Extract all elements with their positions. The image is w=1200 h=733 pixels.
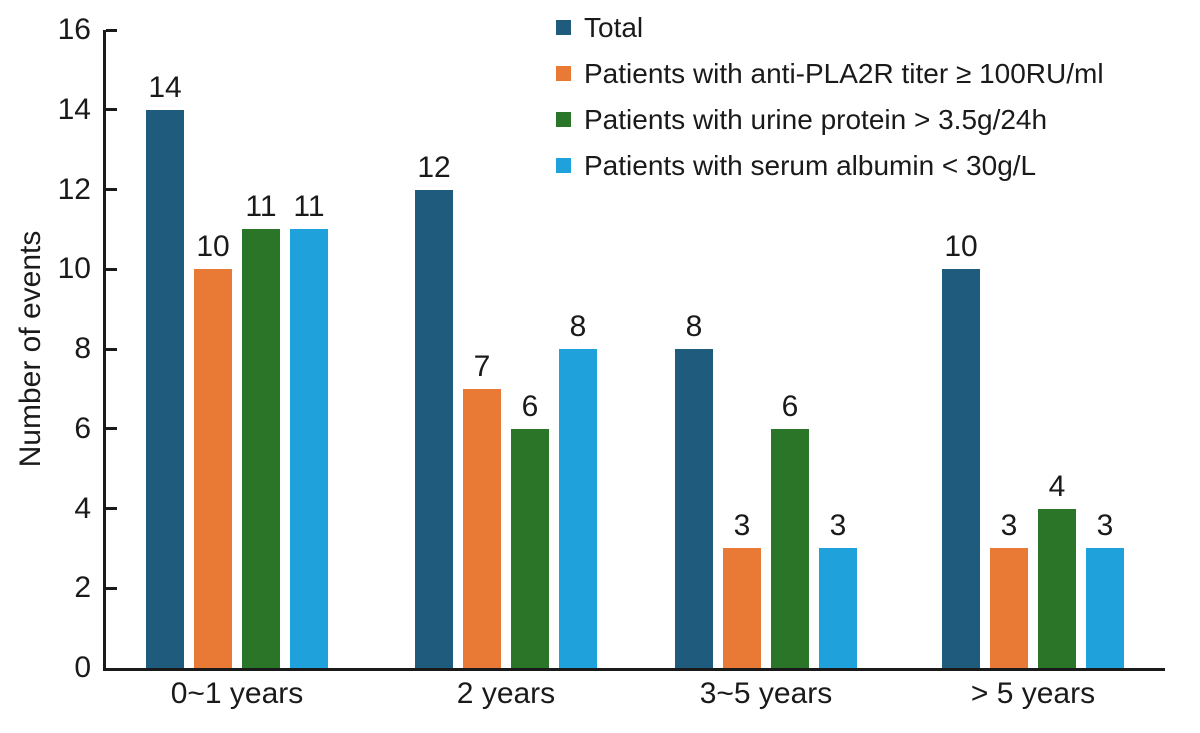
legend-item-anti-pla2r: Patients with anti-PLA2R titer ≥ 100RU/m… — [556, 58, 1104, 89]
bar — [242, 229, 280, 668]
bar — [559, 349, 597, 668]
bar-value-label: 8 — [569, 310, 587, 343]
y-tick-label: 10 — [57, 252, 91, 286]
x-tick-label: 0~1 years — [170, 677, 304, 710]
y-tick-label: 6 — [74, 411, 91, 445]
plot-area: 0 2 4 6 8 10 12 14 16 0~1 years 2 years 3~5 years > … — [58, 15, 1165, 710]
legend-item-serum-albumin: Patients with serum albumin < 30g/L — [556, 150, 1104, 181]
bar-value-label: 7 — [473, 349, 491, 383]
legend-label: Patients with anti-PLA2R titer ≥ 100RU/m… — [584, 57, 1104, 89]
bar — [146, 109, 184, 668]
bar-value-label: 3 — [1096, 509, 1114, 543]
bar-value-label: 12 — [417, 150, 451, 184]
legend-label: Patients with serum albumin < 30g/L — [584, 149, 1037, 181]
y-tick — [106, 347, 117, 351]
legend-swatch-icon — [556, 20, 571, 35]
y-tick — [106, 586, 117, 590]
bar — [723, 548, 761, 668]
legend-swatch-icon — [556, 66, 571, 81]
bar-value-label: 8 — [685, 310, 703, 343]
bar — [1038, 508, 1076, 668]
legend-swatch-icon — [556, 158, 571, 173]
bar-value-label: 10 — [944, 230, 978, 264]
legend-item-total: Total — [556, 12, 1104, 43]
y-tick-label: 8 — [74, 332, 91, 365]
bar-value-label: 3 — [829, 509, 847, 543]
bar — [771, 428, 809, 668]
bar-value-label: 14 — [148, 70, 182, 104]
bar — [511, 428, 549, 668]
bar — [463, 388, 501, 668]
y-tick-label: 14 — [57, 92, 91, 126]
bar — [194, 269, 232, 668]
legend-label: Total — [584, 11, 644, 43]
y-tick — [106, 507, 117, 510]
legend-label: Patients with urine protein > 3.5g/24h — [584, 103, 1048, 135]
bar — [942, 269, 980, 668]
bar-value-label: 11 — [293, 190, 325, 224]
x-tick-label: 3~5 years — [699, 677, 833, 710]
legend-swatch-icon — [556, 112, 571, 127]
y-tick-label: 2 — [74, 571, 91, 605]
bar-value-label: 3 — [733, 509, 751, 543]
bar-value-label: 6 — [521, 389, 539, 423]
y-tick — [106, 188, 117, 191]
bar — [675, 349, 713, 668]
y-tick-label: 16 — [57, 13, 91, 46]
x-tick-label: > 5 years — [970, 677, 1096, 710]
y-tick — [106, 427, 117, 431]
bar-value-label: 11 — [245, 190, 277, 224]
y-tick — [106, 267, 117, 271]
bar — [1086, 548, 1124, 668]
y-tick-label: 12 — [57, 172, 91, 206]
x-tick-label: 2 years — [456, 677, 556, 710]
y-tick — [106, 108, 117, 112]
bar — [415, 189, 453, 668]
legend: Total Patients with anti-PLA2R titer ≥ 1… — [556, 12, 1104, 196]
y-tick-label: 0 — [74, 651, 91, 684]
bar — [290, 229, 328, 668]
bar — [819, 548, 857, 668]
y-tick-label: 4 — [74, 491, 91, 525]
bar-value-label: 3 — [1000, 509, 1018, 543]
bar — [990, 548, 1028, 668]
bar-value-label: 10 — [196, 230, 230, 264]
bar-value-label: 4 — [1048, 469, 1066, 503]
y-tick — [106, 28, 117, 32]
bar-value-label: 6 — [781, 389, 799, 423]
legend-item-urine-protein: Patients with urine protein > 3.5g/24h — [556, 104, 1104, 135]
